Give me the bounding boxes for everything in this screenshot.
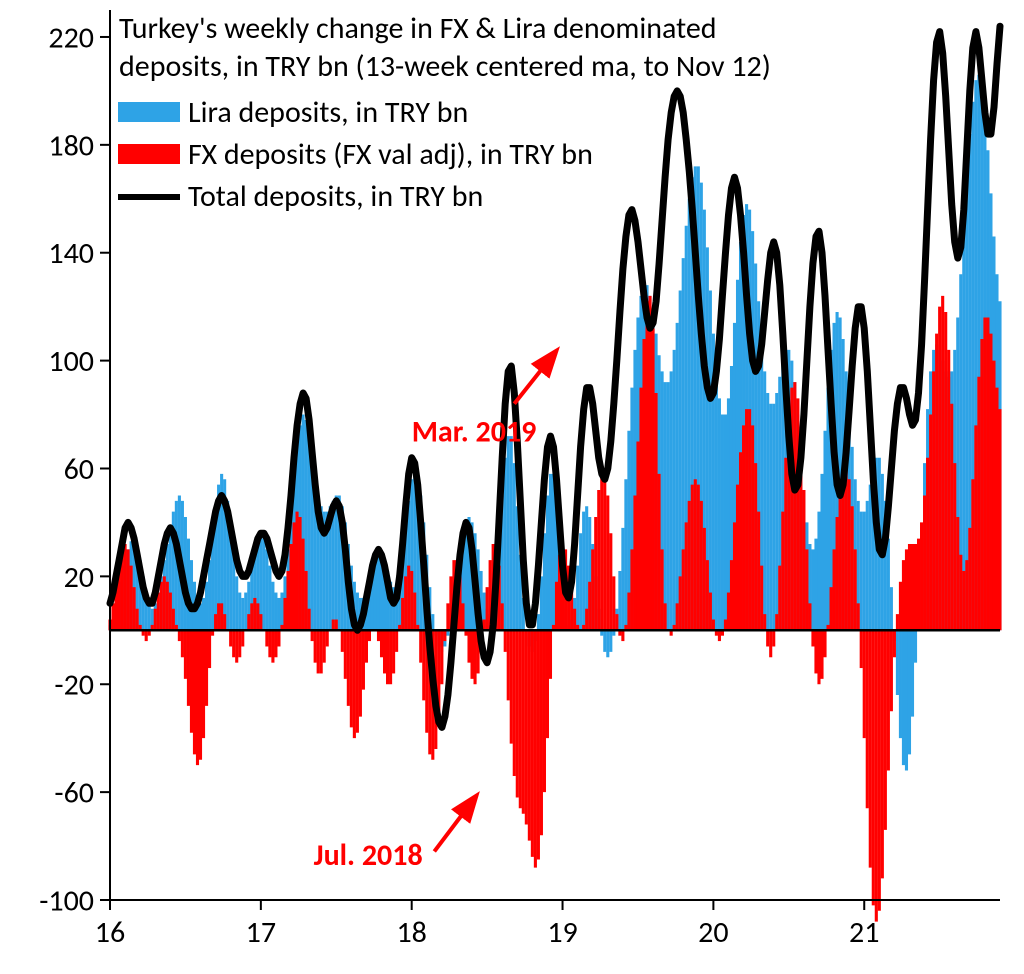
annotation-label: Jul. 2018: [314, 837, 423, 874]
y-tick-label: 140: [48, 235, 94, 272]
chart-title-line: Turkey's weekly change in FX & Lira deno…: [119, 10, 717, 47]
y-tick-label: 20: [64, 559, 94, 596]
y-tick-label: -20: [54, 667, 94, 704]
chart-container: -100 -60 -20 20 60 100 140 180 220 16 17 18 19 20 21 Tu…: [0, 0, 1024, 974]
chart-svg: -100 -60 -20 20 60 100 140 180 220 16 17 18 19 20 21 Tu…: [0, 0, 1024, 974]
annotation-label: Mar. 2019: [412, 414, 537, 451]
x-tick-label: 20: [698, 914, 728, 951]
legend-label: Total deposits, in TRY bn: [188, 178, 483, 215]
legend-swatch: [118, 102, 180, 122]
y-tick-label: -60: [54, 775, 94, 812]
y-tick-label: 180: [48, 127, 94, 164]
x-tick-label: 16: [95, 914, 125, 951]
y-tick-label: 60: [64, 451, 94, 488]
y-tick-label: 100: [48, 343, 94, 380]
chart-title-line: deposits, in TRY bn (13-week centered ma…: [119, 48, 771, 85]
x-tick-label: 19: [547, 914, 577, 951]
legend-label: FX deposits (FX val adj), in TRY bn: [188, 136, 593, 173]
legend-label: Lira deposits, in TRY bn: [188, 94, 468, 131]
y-tick-label: 220: [48, 19, 94, 56]
legend-swatch: [118, 144, 180, 164]
x-tick-label: 18: [396, 914, 426, 951]
y-tick-label: -100: [39, 883, 94, 920]
x-tick-label: 21: [849, 914, 879, 951]
x-tick-label: 17: [246, 914, 276, 951]
legend-swatch: [118, 194, 180, 200]
